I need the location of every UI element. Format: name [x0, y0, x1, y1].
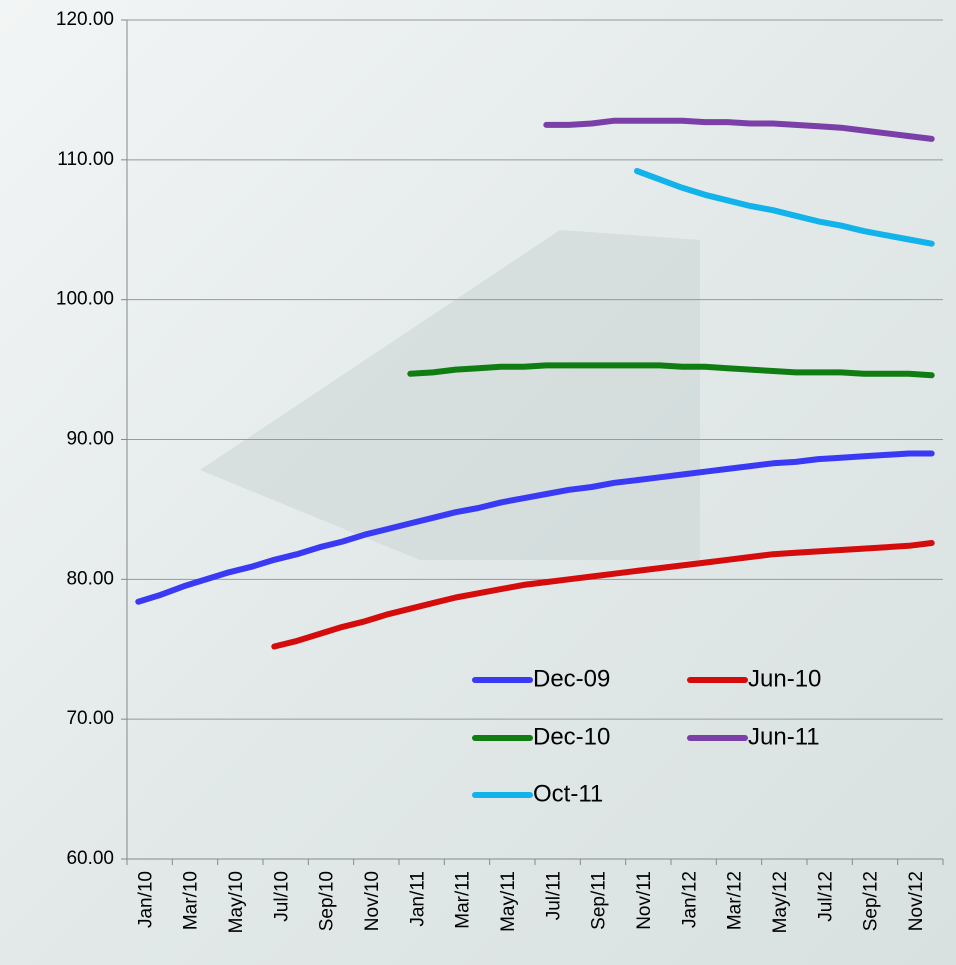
y-tick-label: 110.00: [57, 149, 114, 170]
x-tick-label: Jan/10: [135, 871, 156, 928]
x-tick-label: Nov/11: [634, 871, 655, 930]
y-tick-label: 90.00: [66, 429, 114, 450]
x-tick-label: Mar/11: [453, 871, 474, 929]
x-tick-label: Sep/12: [861, 871, 882, 931]
series-line: [407, 362, 935, 379]
background-shape: [200, 230, 700, 560]
x-tick-label: Jan/12: [679, 871, 700, 928]
x-tick-label: May/10: [226, 871, 247, 933]
x-tick-label: Jan/11: [407, 871, 428, 927]
y-tick-label: 60.00: [66, 848, 114, 869]
series-line: [634, 168, 935, 247]
series-line: [271, 540, 935, 650]
x-tick-label: Sep/10: [317, 871, 338, 931]
y-tick-label: 80.00: [66, 568, 114, 589]
series-line: [135, 450, 935, 605]
y-tick-label: 70.00: [66, 708, 114, 729]
x-tick-label: Jul/12: [815, 871, 836, 922]
x-tick-label: May/11: [498, 871, 519, 932]
y-tick-label: 100.00: [56, 289, 114, 310]
x-tick-label: May/12: [770, 871, 791, 933]
series-line: [543, 117, 935, 142]
x-tick-label: Mar/12: [725, 871, 746, 930]
x-tick-label: Jul/11: [543, 871, 564, 920]
x-tick-label: Nov/12: [906, 871, 927, 931]
legend-label: Oct-11: [533, 780, 603, 807]
legend-label: Jun-10: [748, 665, 821, 692]
legend-label: Jun-11: [748, 723, 820, 750]
x-tick-label: Nov/10: [362, 871, 383, 931]
x-tick-label: Jul/10: [271, 871, 292, 922]
legend-label: Dec-09: [533, 665, 610, 692]
x-tick-label: Sep/11: [589, 871, 610, 930]
x-tick-label: Mar/10: [181, 871, 202, 930]
legend-label: Dec-10: [533, 723, 610, 750]
y-tick-label: 120.00: [56, 9, 114, 30]
